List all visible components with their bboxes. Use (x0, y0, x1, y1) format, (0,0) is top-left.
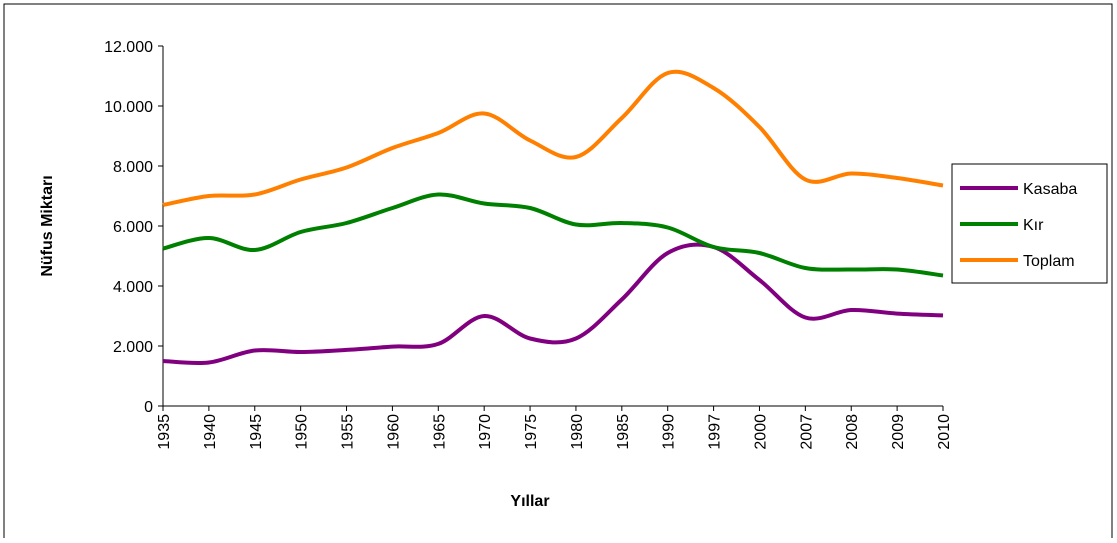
series-line (162, 69, 944, 207)
x-tick-label: 1975 (523, 414, 540, 450)
x-tick-label: 2009 (890, 414, 907, 450)
chart-border (3, 3, 1113, 543)
y-tick-label: 2.000 (113, 339, 153, 356)
x-tick-label: 1955 (340, 414, 357, 450)
x-tick-label: 1940 (202, 414, 219, 450)
legend-label: Toplam (1023, 253, 1075, 270)
y-tick-label: 4.000 (113, 279, 153, 296)
y-tick-label: 8.000 (113, 159, 153, 176)
x-tick-label: 1970 (477, 414, 494, 450)
y-tick-label: 10.000 (104, 99, 153, 116)
y-tick-label: 0 (144, 399, 153, 416)
y-tick-label: 12.000 (104, 39, 153, 56)
x-axis-label: Yıllar (510, 493, 549, 510)
x-tick-label: 2000 (752, 414, 769, 450)
x-tick-label: 1950 (294, 414, 311, 450)
x-tick-label: 2010 (936, 414, 953, 450)
x-tick-label: 1990 (661, 414, 678, 450)
y-tick-label: 6.000 (113, 219, 153, 236)
x-tick-label: 2007 (798, 414, 815, 450)
series-line (162, 242, 944, 366)
legend-label: Kır (1023, 217, 1044, 234)
legend-label: Kasaba (1023, 181, 1077, 198)
x-tick-label: 1935 (156, 414, 173, 450)
x-tick-label: 1985 (615, 414, 632, 450)
x-tick-label: 1965 (431, 414, 448, 450)
x-tick-label: 2008 (844, 414, 861, 450)
x-tick-label: 1945 (248, 414, 265, 450)
x-tick-label: 1960 (385, 414, 402, 450)
x-tick-label: 1997 (707, 414, 724, 450)
y-axis-label: Nüfus Miktarı (39, 175, 56, 276)
x-tick-label: 1980 (569, 414, 586, 450)
series-line (162, 192, 944, 278)
